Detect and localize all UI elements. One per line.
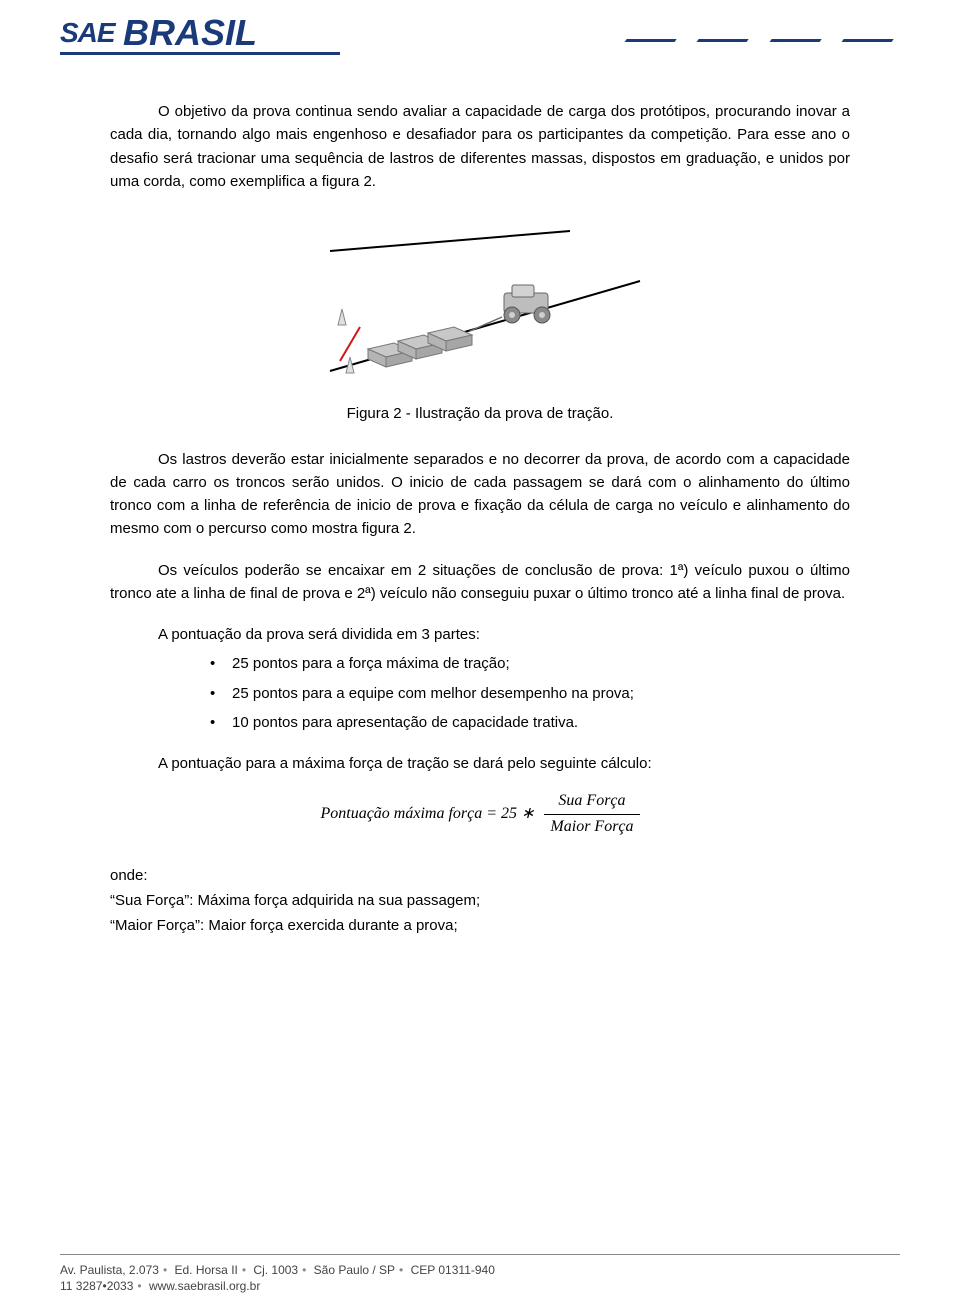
bullet-list: 25 pontos para a força máxima de tração;… — [110, 652, 850, 734]
list-item: 10 pontos para apresentação de capacidad… — [210, 711, 850, 734]
formula: Pontuação máxima força = 25 ∗ Sua Força … — [110, 789, 850, 840]
footer-url: www.saebrasil.org.br — [149, 1279, 260, 1293]
footer-line-1: Av. Paulista, 2.073• Ed. Horsa II• Cj. 1… — [60, 1263, 900, 1277]
logo-text-brasil: BRASIL — [123, 12, 257, 54]
formula-fraction: Sua Força Maior Força — [544, 789, 639, 840]
decor-slash — [624, 18, 691, 42]
decor-slash — [697, 18, 764, 42]
where-label: onde: — [110, 864, 850, 887]
where-line-2: “Maior Força”: Maior força exercida dura… — [110, 914, 850, 937]
decor-slash — [842, 18, 909, 42]
figure-2 — [110, 221, 850, 388]
bullet-intro: A pontuação da prova será dividida em 3 … — [110, 623, 850, 646]
footer-zip: CEP 01311-940 — [411, 1263, 495, 1277]
figure-2-caption: Figura 2 - Ilustração da prova de tração… — [110, 402, 850, 425]
figure-2-svg — [310, 221, 650, 381]
footer-building: Ed. Horsa II — [175, 1263, 238, 1277]
footer-phone: 11 3287•2033 — [60, 1279, 133, 1293]
page-header: SAE BRASIL — [0, 0, 960, 90]
paragraph-2: Os lastros deverão estar inicialmente se… — [110, 448, 850, 541]
footer-address: Av. Paulista, 2.073 — [60, 1263, 159, 1277]
list-item: 25 pontos para a força máxima de tração; — [210, 652, 850, 675]
formula-numerator: Sua Força — [544, 789, 639, 815]
footer-suite: Cj. 1003 — [253, 1263, 298, 1277]
paragraph-3: Os veículos poderão se encaixar em 2 sit… — [110, 559, 850, 606]
page-footer: Av. Paulista, 2.073• Ed. Horsa II• Cj. 1… — [60, 1254, 900, 1314]
where-line-1: “Sua Força”: Máxima força adquirida na s… — [110, 889, 850, 912]
logo: SAE BRASIL — [60, 12, 340, 55]
logo-text-sae: SAE — [60, 17, 115, 49]
decor-slash — [769, 18, 836, 42]
paragraph-1: O objetivo da prova continua sendo avali… — [110, 100, 850, 193]
paragraph-5: A pontuação para a máxima força de traçã… — [110, 752, 850, 775]
formula-lhs: Pontuação máxima força = 25 ∗ — [320, 805, 534, 822]
list-item: 25 pontos para a equipe com melhor desem… — [210, 682, 850, 705]
footer-line-2: 11 3287•2033• www.saebrasil.org.br — [60, 1279, 900, 1293]
footer-city: São Paulo / SP — [314, 1263, 395, 1277]
document-body: O objetivo da prova continua sendo avali… — [0, 90, 960, 938]
formula-denominator: Maior Força — [544, 815, 639, 840]
header-decor — [615, 18, 900, 47]
